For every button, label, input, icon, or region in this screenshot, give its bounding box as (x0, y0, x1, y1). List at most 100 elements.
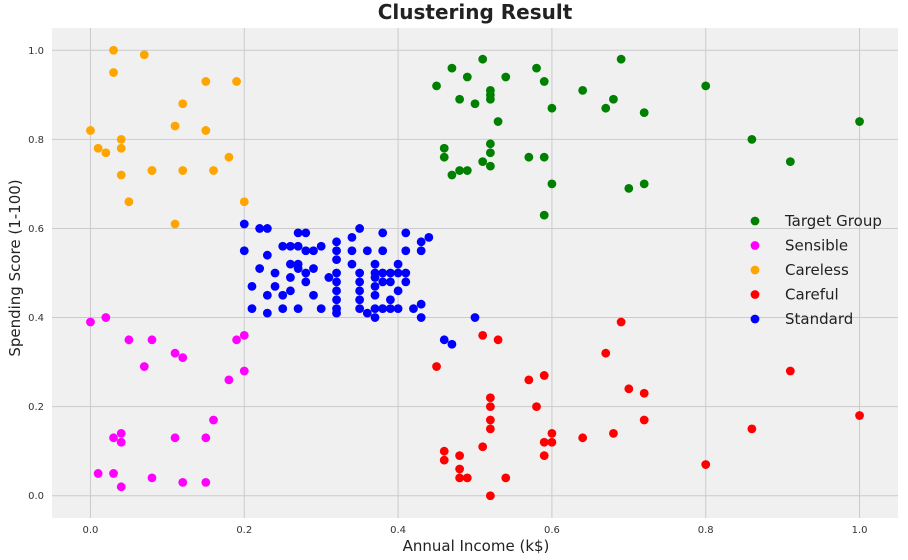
data-point (355, 295, 365, 305)
data-point (239, 246, 249, 256)
data-point (147, 335, 157, 345)
data-point (501, 473, 511, 483)
data-point (785, 157, 795, 167)
data-point (116, 134, 126, 144)
legend-marker (750, 290, 760, 299)
data-point (485, 424, 495, 434)
data-point (485, 161, 495, 171)
x-tick-label: 0.2 (236, 525, 252, 536)
legend-marker (750, 265, 760, 275)
data-point (278, 241, 288, 251)
data-point (362, 308, 372, 318)
data-point (539, 152, 549, 162)
data-point (224, 152, 234, 162)
data-point (262, 224, 272, 233)
data-point (316, 241, 326, 251)
data-point (116, 482, 126, 492)
data-point (224, 375, 234, 385)
data-point (532, 63, 541, 73)
data-point (116, 428, 126, 438)
data-point (232, 77, 241, 86)
data-point (301, 228, 311, 238)
data-point (201, 433, 211, 443)
data-point (355, 268, 365, 278)
data-point (355, 286, 365, 296)
x-tick-label: 0.8 (698, 525, 714, 536)
data-point (386, 277, 395, 287)
data-point (416, 313, 426, 322)
y-axis-title: Spending Score (1-100) (6, 179, 24, 356)
data-point (393, 304, 403, 314)
data-point (701, 460, 711, 469)
data-point (439, 446, 449, 456)
data-point (386, 268, 395, 278)
data-point (624, 183, 634, 193)
data-point (601, 348, 611, 358)
data-point (601, 103, 611, 113)
data-point (462, 166, 472, 175)
data-point (455, 464, 465, 474)
data-point (401, 268, 411, 278)
data-point (286, 286, 295, 296)
y-tick-label: 0.2 (28, 402, 44, 413)
data-point (485, 393, 495, 403)
data-point (386, 295, 395, 305)
data-point (485, 491, 495, 501)
data-point (270, 268, 280, 278)
data-point (616, 317, 626, 327)
data-point (332, 246, 341, 256)
legend-label: Standard (785, 310, 853, 328)
data-point (201, 126, 211, 135)
data-point (362, 246, 372, 256)
legend-marker (750, 216, 760, 226)
data-point (278, 304, 288, 314)
legend-item: Sensible (750, 237, 848, 255)
x-tick-label: 0.4 (390, 525, 406, 536)
data-point (539, 371, 549, 380)
data-point (109, 68, 118, 77)
data-point (316, 304, 326, 314)
data-point (393, 268, 403, 278)
data-point (578, 433, 588, 443)
data-point (239, 219, 249, 229)
data-point (855, 117, 864, 126)
data-point (116, 170, 126, 180)
data-point (247, 304, 257, 314)
data-point (293, 241, 303, 251)
data-point (639, 179, 649, 189)
data-point (478, 157, 488, 167)
data-point (309, 290, 318, 300)
data-point (332, 255, 341, 265)
data-point (462, 72, 472, 82)
data-point (539, 77, 549, 86)
data-point (86, 126, 95, 135)
data-point (447, 63, 457, 73)
data-point (493, 335, 503, 345)
data-point (201, 477, 211, 487)
data-point (370, 281, 380, 291)
data-point (116, 437, 126, 447)
chart-title: Clustering Result (378, 0, 573, 24)
data-point (639, 415, 649, 425)
data-point (170, 348, 180, 358)
data-point (524, 375, 534, 385)
data-point (439, 143, 449, 153)
data-point (239, 366, 249, 376)
data-point (239, 330, 249, 340)
data-point (432, 362, 441, 371)
data-point (455, 94, 465, 104)
data-point (539, 210, 549, 220)
legend-label: Target Group (784, 212, 882, 230)
data-point (485, 415, 495, 425)
y-tick-label: 0.4 (28, 313, 44, 324)
legend-label: Careless (785, 261, 849, 279)
legend-item: Target Group (750, 212, 882, 230)
data-point (370, 304, 380, 314)
data-point (609, 428, 618, 438)
data-point (386, 304, 395, 314)
data-point (347, 246, 357, 256)
x-tick-label: 0.6 (544, 525, 560, 536)
data-point (86, 317, 95, 327)
data-point (524, 152, 534, 162)
